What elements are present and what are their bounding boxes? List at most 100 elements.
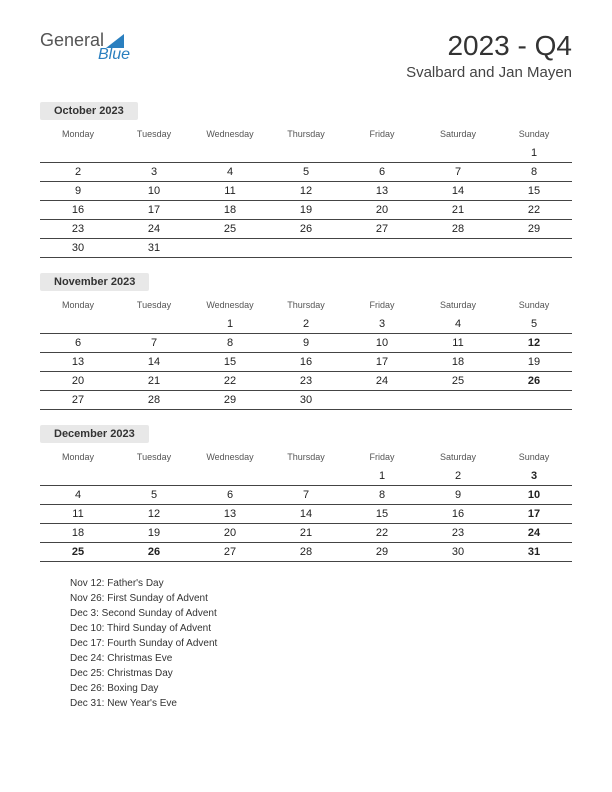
holiday-item: Dec 10: Third Sunday of Advent (70, 621, 572, 636)
calendar-cell (192, 144, 268, 163)
calendar-cell: 13 (192, 505, 268, 524)
calendar-row: 12345 (40, 315, 572, 334)
calendar-cell: 14 (116, 353, 192, 372)
calendar-cell: 15 (496, 182, 572, 201)
day-header: Tuesday (116, 295, 192, 315)
calendar-cell: 13 (40, 353, 116, 372)
day-header: Wednesday (192, 124, 268, 144)
calendar-cell: 9 (420, 486, 496, 505)
calendar-cell: 6 (192, 486, 268, 505)
calendar-cell: 22 (344, 524, 420, 543)
calendar-cell: 4 (192, 163, 268, 182)
calendar-cell: 16 (268, 353, 344, 372)
day-header: Thursday (268, 295, 344, 315)
title-block: 2023 - Q4 Svalbard and Jan Mayen (406, 30, 572, 81)
calendar-cell (268, 239, 344, 258)
holiday-item: Dec 3: Second Sunday of Advent (70, 606, 572, 621)
calendar-cell (116, 467, 192, 486)
calendar-row: 45678910 (40, 486, 572, 505)
calendar-cell (420, 391, 496, 410)
day-header: Saturday (420, 295, 496, 315)
calendar-cell: 10 (496, 486, 572, 505)
calendar-cell: 19 (268, 201, 344, 220)
calendar-cell: 21 (420, 201, 496, 220)
holiday-item: Nov 12: Father's Day (70, 576, 572, 591)
calendar-cell (40, 144, 116, 163)
holiday-item: Dec 24: Christmas Eve (70, 651, 572, 666)
calendar-cell: 3 (116, 163, 192, 182)
logo-blue-text: Blue (96, 46, 130, 64)
logo-text-general: General (40, 30, 104, 51)
calendar-cell (40, 315, 116, 334)
calendar-table: MondayTuesdayWednesdayThursdayFridaySatu… (40, 295, 572, 410)
calendar-cell: 10 (344, 334, 420, 353)
calendar-cell: 19 (496, 353, 572, 372)
calendar-cell: 29 (192, 391, 268, 410)
calendar-cell: 12 (496, 334, 572, 353)
calendar-cell: 16 (40, 201, 116, 220)
calendar-cell: 18 (192, 201, 268, 220)
calendar-row: 11121314151617 (40, 505, 572, 524)
calendar-cell: 1 (496, 144, 572, 163)
calendar-cell: 26 (116, 543, 192, 562)
calendar-cell: 5 (496, 315, 572, 334)
calendar-cell: 2 (40, 163, 116, 182)
calendar-row: 25262728293031 (40, 543, 572, 562)
calendar-cell: 21 (268, 524, 344, 543)
calendar-cell: 23 (268, 372, 344, 391)
holiday-item: Nov 26: First Sunday of Advent (70, 591, 572, 606)
calendar-cell: 22 (192, 372, 268, 391)
calendar-cell: 18 (420, 353, 496, 372)
calendar-cell (116, 144, 192, 163)
day-header: Saturday (420, 124, 496, 144)
calendar-cell: 16 (420, 505, 496, 524)
calendar-cell (420, 144, 496, 163)
calendar-row: 123 (40, 467, 572, 486)
calendar-cell: 11 (192, 182, 268, 201)
calendar-cell: 31 (496, 543, 572, 562)
calendar-cell (344, 239, 420, 258)
calendar-cell: 7 (116, 334, 192, 353)
calendar-cell: 1 (192, 315, 268, 334)
calendar-cell: 8 (496, 163, 572, 182)
calendar-cell: 30 (268, 391, 344, 410)
calendar-cell: 23 (420, 524, 496, 543)
calendar-cell: 12 (268, 182, 344, 201)
calendar-cell: 3 (496, 467, 572, 486)
calendar-row: 6789101112 (40, 334, 572, 353)
calendar-cell: 24 (344, 372, 420, 391)
holiday-item: Dec 25: Christmas Day (70, 666, 572, 681)
day-header: Sunday (496, 124, 572, 144)
calendar-cell (192, 467, 268, 486)
calendar-row: 13141516171819 (40, 353, 572, 372)
calendar-cell (192, 239, 268, 258)
calendar-cell: 26 (496, 372, 572, 391)
calendar-table: MondayTuesdayWednesdayThursdayFridaySatu… (40, 124, 572, 258)
calendar-cell: 29 (496, 220, 572, 239)
calendar-cell: 30 (40, 239, 116, 258)
month-title: December 2023 (40, 425, 149, 443)
calendar-cell: 27 (344, 220, 420, 239)
calendar-cell: 15 (344, 505, 420, 524)
day-header: Friday (344, 124, 420, 144)
calendar-cell: 18 (40, 524, 116, 543)
day-header: Monday (40, 124, 116, 144)
month-title: November 2023 (40, 273, 149, 291)
calendar-row: 9101112131415 (40, 182, 572, 201)
calendar-cell: 10 (116, 182, 192, 201)
calendar-cell: 24 (496, 524, 572, 543)
calendar-cell (40, 467, 116, 486)
calendar-cell: 28 (268, 543, 344, 562)
calendar-cell: 17 (496, 505, 572, 524)
holiday-item: Dec 31: New Year's Eve (70, 696, 572, 711)
calendar-cell: 14 (420, 182, 496, 201)
calendar-cell (344, 391, 420, 410)
calendar-cell: 20 (40, 372, 116, 391)
calendar-cell: 30 (420, 543, 496, 562)
months-container: October 2023MondayTuesdayWednesdayThursd… (40, 101, 572, 562)
calendar-table: MondayTuesdayWednesdayThursdayFridaySatu… (40, 447, 572, 562)
calendar-cell: 26 (268, 220, 344, 239)
calendar-cell: 13 (344, 182, 420, 201)
day-header: Friday (344, 447, 420, 467)
calendar-cell: 29 (344, 543, 420, 562)
